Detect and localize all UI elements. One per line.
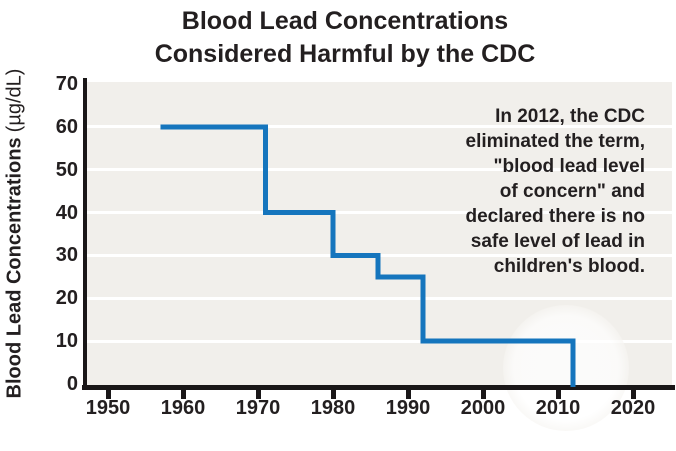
annotation-line: children's blood. <box>493 256 645 277</box>
y-tick-label-40: 40 <box>55 201 78 224</box>
annotation-line: of concern" and <box>499 181 645 202</box>
y-tick-label-70: 70 <box>55 73 78 95</box>
annotation-text: In 2012, the CDC eliminated the term, "b… <box>375 104 645 279</box>
gridline-50 <box>86 168 672 172</box>
chart-title-line2: Considered Harmful by the CDC <box>154 40 536 68</box>
x-axis-line <box>82 385 675 390</box>
x-tick-2010 <box>555 390 561 399</box>
y-axis-line <box>83 78 87 389</box>
x-tick-1980 <box>330 390 336 399</box>
chart-title: Blood Lead Concentrations Considered Har… <box>30 5 660 71</box>
y-tick-label-0: 0 <box>66 373 78 395</box>
x-tick-label-1960: 1960 <box>160 397 206 419</box>
x-tick-label-1970: 1970 <box>235 397 281 419</box>
x-tick-2000 <box>480 390 486 399</box>
data-line <box>160 124 576 387</box>
y-tick-label-30: 30 <box>55 244 78 267</box>
x-tick-1970 <box>255 390 261 399</box>
x-tick-2020 <box>630 390 636 399</box>
y-tick-label-10: 10 <box>55 330 78 353</box>
annotation-line: declared there is no <box>465 206 645 227</box>
gridline-40 <box>86 211 672 215</box>
y-tick-label-20: 20 <box>55 287 78 310</box>
x-tick-1950 <box>105 390 111 399</box>
x-tick-label-2020: 2020 <box>610 397 656 419</box>
y-axis-title-unit: (µg/dL) <box>3 68 26 133</box>
x-tick-label-2000: 2000 <box>460 397 506 419</box>
chart-title-line1: Blood Lead Concentrations <box>181 7 509 35</box>
annotation-line: safe level of lead in <box>470 231 645 252</box>
x-tick-1990 <box>405 390 411 399</box>
gridline-60 <box>86 125 672 129</box>
annotation-line: "blood lead level <box>493 156 645 177</box>
x-tick-label-1990: 1990 <box>385 397 431 419</box>
highlight-circle <box>503 305 629 431</box>
x-tick-label-2010: 2010 <box>535 397 581 419</box>
y-axis-title-text: Blood Lead Concentrations (µg/dL) <box>4 69 27 399</box>
y-tick-label-50: 50 <box>55 158 78 181</box>
x-tick-label-1950: 1950 <box>85 397 131 419</box>
gridline-10 <box>86 339 672 343</box>
x-tick-label-1980: 1980 <box>310 397 356 419</box>
x-tick-1960 <box>180 390 186 399</box>
annotation-line: In 2012, the CDC <box>495 106 645 127</box>
annotation-line: eliminated the term, <box>465 131 646 152</box>
y-tick-label-60: 60 <box>55 115 78 138</box>
y-axis-title-main: Blood Lead Concentrations <box>3 137 26 399</box>
gridline-20 <box>86 296 672 300</box>
y-axis-title: Blood Lead Concentrations (µg/dL) <box>2 69 28 399</box>
